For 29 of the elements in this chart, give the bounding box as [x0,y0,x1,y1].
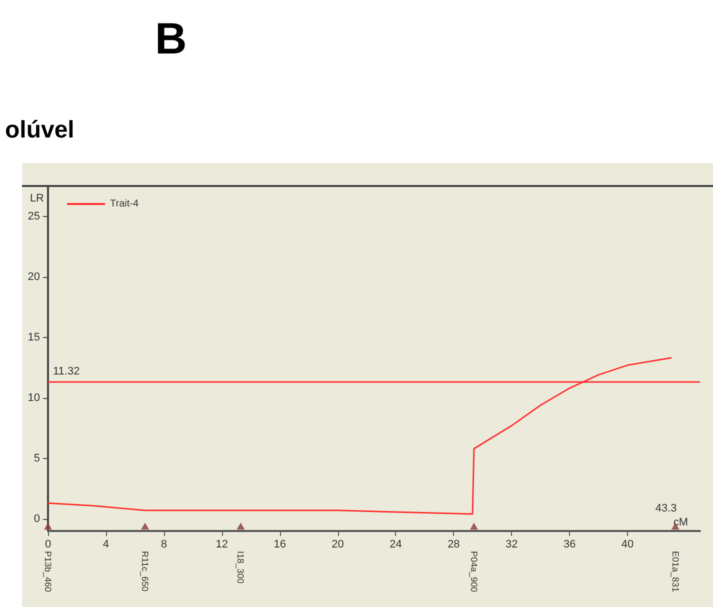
x-tick-label: 4 [102,538,110,550]
x-tick-label: 20 [332,538,344,550]
x-tick-label: 16 [274,538,286,550]
y-tick-label: 20 [28,270,40,283]
annotation: P04a_900 [468,551,479,592]
x-tick-label: 36 [563,538,576,550]
x-tick-label: 40 [621,538,634,550]
chart-title: B [155,14,187,64]
y-axis-title: LR [30,192,44,204]
y-tick-label: 0 [34,512,40,525]
chart-subtitle: olúvel [5,116,74,144]
annotation: E01a_831 [670,551,680,592]
annotation: P13b_460 [43,551,53,592]
y-tick-label: 15 [28,331,40,344]
annotation: I18_300 [236,551,246,584]
y-tick-label: 5 [34,452,40,464]
ref-line-label: 11.32 [53,365,80,378]
x-tick-label: 12 [216,538,228,550]
x-tick-label: 8 [160,538,167,550]
x-tick-label: 24 [390,538,402,550]
y-tick-label: 25 [28,210,40,222]
annotation: 43.3 [655,502,677,514]
annotation: R11c_650 [140,551,150,592]
y-tick-label: 10 [28,392,40,404]
x-tick-label: 0 [44,538,52,550]
x-tick-label: 28 [448,538,460,550]
x-tick-label: 32 [506,538,518,550]
legend-label: Trait-4 [110,198,139,210]
x-axis-title: cM [673,516,688,528]
